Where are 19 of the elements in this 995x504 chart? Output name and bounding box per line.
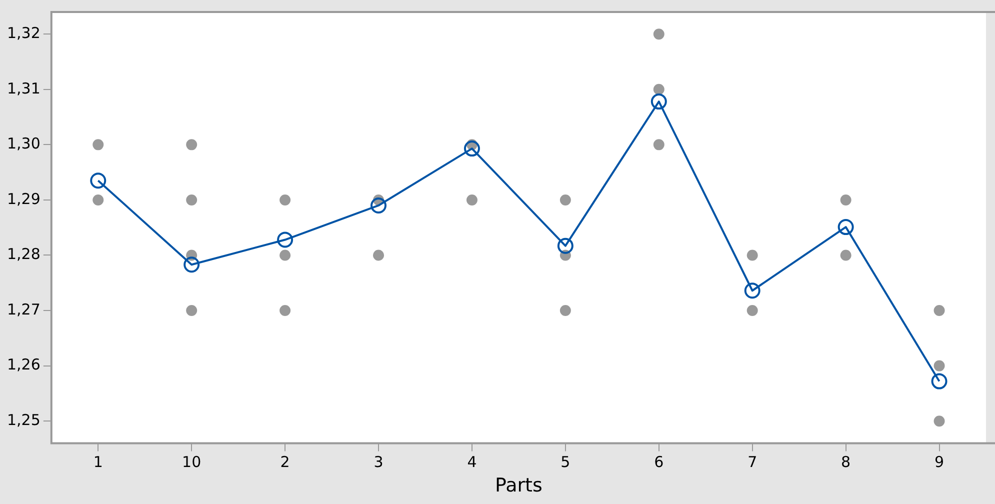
x-tick-label: 2 bbox=[280, 453, 290, 472]
x-tick-label: 7 bbox=[748, 453, 758, 472]
y-tick-label: 1,30 bbox=[6, 134, 40, 153]
x-tick-label: 6 bbox=[654, 453, 664, 472]
y-tick-label: 1,25 bbox=[6, 410, 40, 429]
x-tick-label: 8 bbox=[841, 453, 851, 472]
x-tick-label: 4 bbox=[467, 453, 477, 472]
x-tick-label: 10 bbox=[182, 453, 202, 472]
y-tick-label: 1,26 bbox=[6, 356, 40, 374]
x-tick-label: 5 bbox=[560, 453, 570, 472]
y-tick-label: 1,29 bbox=[6, 190, 40, 208]
x-tick-label: 9 bbox=[934, 453, 944, 472]
y-tick-label: 1,32 bbox=[6, 24, 40, 42]
y-tick-label: 1,28 bbox=[6, 245, 40, 264]
y-tick-label: 1,27 bbox=[6, 300, 40, 318]
y-tick-label: 1,31 bbox=[6, 79, 40, 98]
x-tick-label: 3 bbox=[374, 453, 384, 472]
x-axis-title: Parts bbox=[494, 474, 542, 497]
x-tick-label: 1 bbox=[93, 453, 103, 472]
